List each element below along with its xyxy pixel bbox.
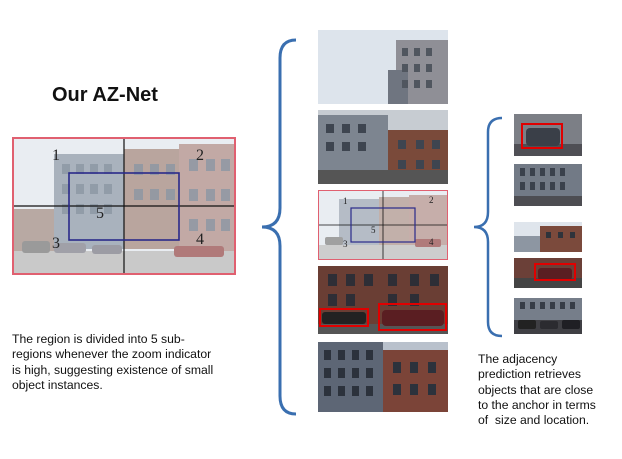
right-caption-line: of size and location. [478,413,590,428]
right-thumbnail-4 [514,258,582,288]
right-caption-line: objects that are close [478,382,594,397]
mini-subregion-label-5: 5 [371,225,376,235]
left-caption-line: object instances. [12,377,103,392]
middle-thumbnail-5 [318,342,448,412]
right-thumbnail-1 [514,114,582,156]
left-caption-line: is high, suggesting existence of small [12,362,214,377]
left-caption-line: The region is divided into 5 sub- [12,332,185,346]
subregion-label-1: 1 [52,147,60,164]
subregion-label-2: 2 [196,147,204,164]
subregion-label-3: 3 [52,235,60,252]
small-brace [473,116,503,338]
right-caption-line: The adjacency [478,352,558,366]
right-thumbnail-5 [514,298,582,334]
middle-thumbnail-4 [318,266,448,334]
mini-subregion-label-1: 1 [343,196,348,206]
subregion-label-4: 4 [196,231,204,248]
right-caption-line: prediction retrieves [478,367,581,382]
middle-thumbnail-1 [318,30,448,104]
mini-subregion-label-4: 4 [429,237,434,247]
subregion-label-5: 5 [96,205,104,222]
middle-thumbnail-2 [318,110,448,184]
middle-thumbnail-3: 1 2 3 4 5 [318,190,448,260]
right-thumbnail-2 [514,164,582,206]
page-title: Our AZ-Net [52,84,158,106]
mini-subregion-label-2: 2 [429,195,434,205]
right-caption: The adjacency prediction retrieves objec… [478,352,622,428]
right-caption-line: to the anchor in terms [478,397,596,412]
right-thumbnail-3 [514,222,582,252]
left-caption: The region is divided into 5 sub- region… [12,332,262,393]
mini-subregion-label-3: 3 [343,239,348,249]
left-caption-line: regions whenever the zoom indicator [12,347,212,362]
main-region-image: 1 2 3 4 5 [12,137,236,275]
large-brace [261,38,297,416]
